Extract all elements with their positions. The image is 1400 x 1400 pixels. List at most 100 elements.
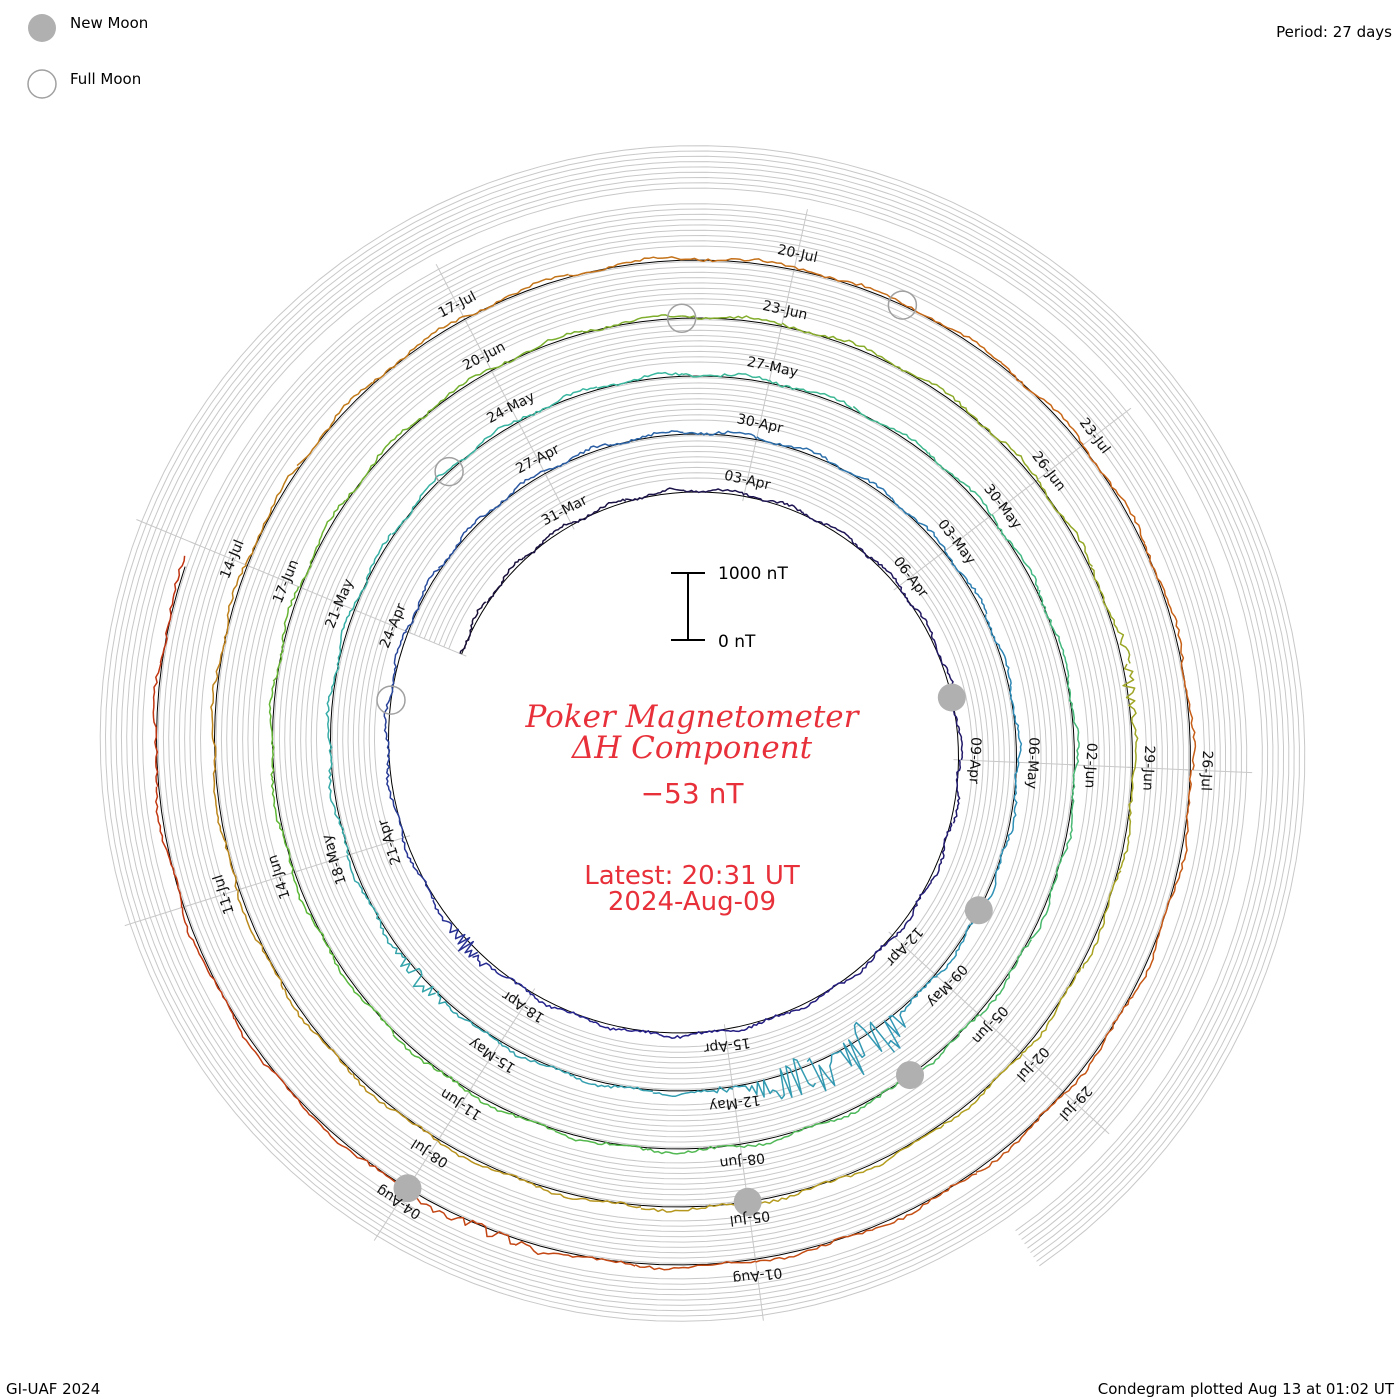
series-segment xyxy=(658,1029,726,1039)
grid-spoke xyxy=(297,585,360,613)
series-segment xyxy=(928,452,992,516)
latest-date: 2024-Aug-09 xyxy=(608,887,776,917)
grid-spoke xyxy=(723,1024,734,1091)
grid-spoke xyxy=(350,607,413,635)
series-segment xyxy=(979,939,1032,1017)
series-segment xyxy=(640,1202,749,1213)
grid-spoke xyxy=(985,478,1040,520)
series xyxy=(152,256,1197,1271)
grid-spoke xyxy=(189,541,253,568)
grid-spoke xyxy=(1031,443,1086,485)
day-label: 12-May xyxy=(708,1091,761,1114)
series-segment xyxy=(438,514,487,569)
series-segment xyxy=(268,681,276,779)
moon-markers xyxy=(376,290,993,1216)
series-segment xyxy=(486,557,525,604)
series-segment xyxy=(352,1073,439,1142)
series-segment xyxy=(325,690,333,775)
series-segment xyxy=(568,256,682,277)
series-segment xyxy=(1143,542,1183,654)
series-segment xyxy=(794,266,904,306)
series-segment xyxy=(652,1086,734,1098)
grid-spoke xyxy=(290,852,355,874)
series-segment xyxy=(523,522,572,559)
series-segment xyxy=(744,493,803,514)
grid-spoke xyxy=(792,209,808,275)
grid-spoke xyxy=(1016,1049,1067,1096)
series-segment xyxy=(883,975,938,1049)
grid-spoke xyxy=(1077,407,1132,450)
series-segment xyxy=(975,1092,1065,1173)
series-segment xyxy=(747,1174,852,1206)
day-label: 26-Jul xyxy=(1197,750,1215,791)
series-segment xyxy=(755,1229,872,1263)
series-segment xyxy=(781,322,879,357)
series-segment xyxy=(570,498,627,525)
scale-bottom-label: 0 nT xyxy=(718,632,756,652)
footer-plotted: Condegram plotted Aug 13 at 01:02 UT xyxy=(1098,1380,1395,1398)
series-segment xyxy=(213,782,238,891)
series-segment xyxy=(309,1114,407,1191)
grid-spoke xyxy=(516,418,548,479)
grid-spoke xyxy=(1185,769,1253,774)
series-segment xyxy=(299,500,346,588)
grid-spoke xyxy=(124,904,189,927)
series-segment xyxy=(244,466,300,565)
grid-spoke xyxy=(1127,766,1195,771)
grid xyxy=(99,145,1306,1322)
series-segment xyxy=(871,1173,978,1232)
series-segment xyxy=(432,899,479,958)
latest-time: Latest: 20:31 UT xyxy=(584,861,800,891)
series-segment xyxy=(272,586,300,682)
series-segment xyxy=(1090,566,1131,664)
series-segment xyxy=(409,367,491,428)
series-segment xyxy=(291,872,335,960)
day-label: 08-Jun xyxy=(719,1149,766,1171)
scale-bar xyxy=(671,572,705,641)
series-segment xyxy=(964,407,1039,480)
series-segment xyxy=(683,488,745,496)
day-label: 02-Jun xyxy=(1081,742,1099,788)
series-segment xyxy=(333,958,395,1035)
new-moon-marker xyxy=(896,1061,924,1090)
chart-title: Poker Magnetometer xyxy=(525,699,861,735)
grid-spoke xyxy=(489,366,522,427)
series-segment xyxy=(391,469,449,535)
day-label: 06-Apr xyxy=(890,554,931,601)
series-segment xyxy=(1038,589,1070,676)
full-moon-marker xyxy=(887,290,918,320)
series-segment xyxy=(270,777,294,874)
full-moon-icon xyxy=(27,69,57,99)
series-segment xyxy=(611,430,684,446)
series-segment xyxy=(346,855,385,931)
series-segment xyxy=(181,907,235,1020)
day-label: 15-Apr xyxy=(703,1034,752,1056)
series-segment xyxy=(902,303,1003,364)
day-label: 29-Jun xyxy=(1139,745,1157,791)
series-segment xyxy=(740,1120,831,1149)
series-segment xyxy=(984,614,1012,687)
grid-spoke xyxy=(1059,1088,1110,1135)
series-segment xyxy=(646,1144,741,1155)
grid-spoke xyxy=(888,931,939,978)
series-segment xyxy=(829,1075,912,1122)
day-label: 03-Apr xyxy=(723,468,772,494)
series-segment xyxy=(352,533,392,610)
grid-spoke xyxy=(754,1254,764,1321)
series-segment xyxy=(388,630,408,701)
day-label: 23-Jun xyxy=(761,298,809,323)
series-segment xyxy=(459,601,487,654)
series-segment xyxy=(625,487,685,502)
grid-spiral xyxy=(126,171,1279,1296)
new-moon-label: New Moon xyxy=(70,14,148,32)
series-segment xyxy=(1009,686,1023,763)
series-segment xyxy=(437,990,501,1045)
grid-spiral xyxy=(104,150,1300,1317)
grid-spoke xyxy=(953,759,1021,763)
series-segment xyxy=(573,1075,653,1093)
series-segment xyxy=(404,568,441,632)
series-segment xyxy=(683,430,758,440)
series-segment xyxy=(1066,674,1080,766)
grid-spoke xyxy=(742,435,758,502)
